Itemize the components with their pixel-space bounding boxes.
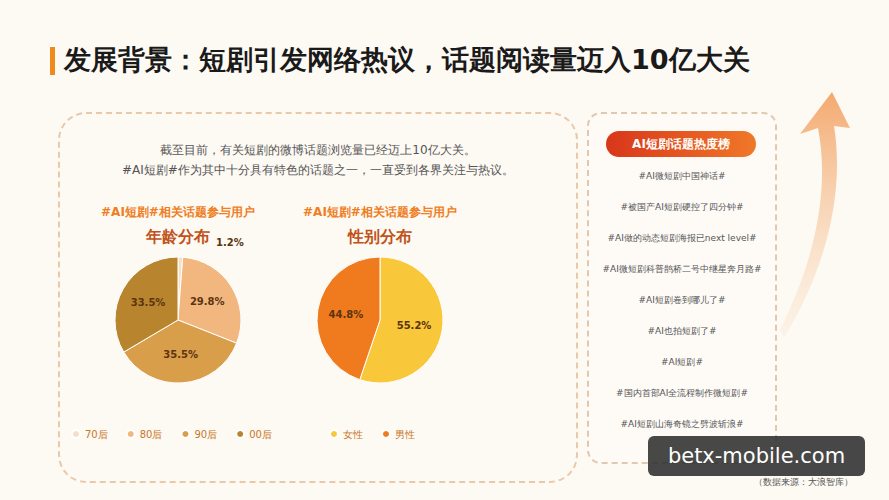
html-text:#AI微短剧科普鹊桥二号中继星奔月路#: #AI微短剧科普鹊桥二号中继星奔月路# xyxy=(602,264,762,274)
html-text:betx-mobile.com: betx-mobile.com xyxy=(667,444,846,468)
html-text:#AI短剧山海奇镜之劈波斩浪#: #AI短剧山海奇镜之劈波斩浪# xyxy=(620,419,744,429)
svg-text:55.2%: 55.2% xyxy=(397,320,432,331)
html-text:#AI短剧卷到哪儿了#: #AI短剧卷到哪儿了# xyxy=(638,295,726,305)
svg-text:女性: 女性 xyxy=(343,429,363,440)
html-text:#AI微短剧中国神话#: #AI微短剧中国神话# xyxy=(638,171,726,181)
svg-text:70后: 70后 xyxy=(85,429,108,440)
html-text:年龄分布: 年龄分布 xyxy=(146,227,210,246)
svg-text:1.2%: 1.2% xyxy=(216,237,244,248)
svg-text:29.8%: 29.8% xyxy=(190,296,225,307)
html-text:#AI做的动态短剧海报已next level#: #AI做的动态短剧海报已next level# xyxy=(607,233,757,243)
svg-text:80后: 80后 xyxy=(140,429,163,440)
html-text:（数据来源：大浪智库）: （数据来源：大浪智库） xyxy=(754,477,853,487)
svg-text:男性: 男性 xyxy=(395,429,415,440)
svg-text:44.8%: 44.8% xyxy=(329,309,364,320)
svg-text:90后: 90后 xyxy=(194,429,217,440)
html-text:#AI短剧#: #AI短剧# xyxy=(661,357,703,367)
svg-text:35.5%: 35.5% xyxy=(163,349,198,360)
svg-text:33.5%: 33.5% xyxy=(131,297,166,308)
html-text:#AI也拍短剧了#: #AI也拍短剧了# xyxy=(647,326,717,336)
html-text:发展背景：短剧引发网络热议，话题阅读量迈入10亿大关: 发展背景：短剧引发网络热议，话题阅读量迈入10亿大关 xyxy=(64,44,750,75)
svg-text:00后: 00后 xyxy=(249,429,272,440)
html-text:截至目前，有关短剧的微博话题浏览量已经迈上10亿大关。: 截至目前，有关短剧的微博话题浏览量已经迈上10亿大关。 xyxy=(160,143,476,157)
html-text:#国内首部AI全流程制作微短剧#: #国内首部AI全流程制作微短剧# xyxy=(616,388,748,398)
html-text:#被国产AI短剧硬控了四分钟#: #被国产AI短剧硬控了四分钟# xyxy=(620,202,744,212)
html-text:#AI短剧#作为其中十分具有特色的话题之一，一直受到各界关注: #AI短剧#作为其中十分具有特色的话题之一，一直受到各界关注与热议。 xyxy=(122,163,514,177)
html-text:#AI短剧#相关话题参与用户: #AI短剧#相关话题参与用户 xyxy=(101,205,255,219)
html-text:AI短剧话题热度榜: AI短剧话题热度榜 xyxy=(632,137,730,151)
html-text:#AI短剧#相关话题参与用户: #AI短剧#相关话题参与用户 xyxy=(303,205,457,219)
html-text:性别分布: 性别分布 xyxy=(348,227,412,246)
